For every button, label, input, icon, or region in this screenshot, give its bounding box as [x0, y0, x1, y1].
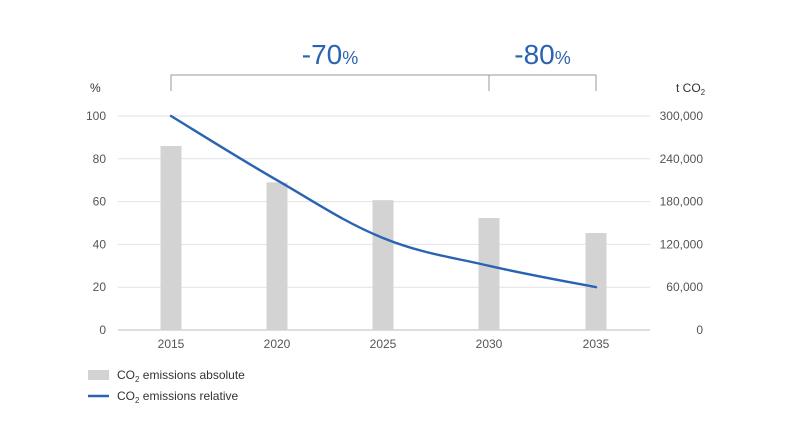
- left-tick-label: 40: [93, 237, 107, 251]
- left-tick-label: 60: [93, 195, 107, 209]
- right-tick-label: 300,000: [660, 109, 704, 123]
- bar-2025: [372, 200, 394, 330]
- reduction-bracket: [488, 74, 597, 91]
- x-tick-label: 2020: [264, 337, 291, 351]
- x-tick-label: 2025: [370, 337, 397, 351]
- right-tick-label: 180,000: [660, 195, 704, 209]
- bar-2020: [266, 182, 288, 330]
- right-axis-unit: t CO2: [676, 81, 706, 97]
- bar-2035: [585, 232, 607, 330]
- reduction-label: -80%: [514, 39, 570, 70]
- bar-2015: [160, 145, 182, 330]
- bar-series: [160, 145, 607, 330]
- right-tick-label: 0: [696, 323, 703, 337]
- right-tick-label: 240,000: [660, 152, 704, 166]
- left-tick-label: 80: [93, 152, 107, 166]
- bar-2030: [478, 218, 500, 330]
- left-tick-label: 100: [86, 109, 106, 123]
- reduction-label: -70%: [302, 39, 358, 70]
- right-tick-label: 120,000: [660, 237, 704, 251]
- legend-swatch-bar: [88, 370, 109, 380]
- left-axis-unit: %: [90, 81, 101, 95]
- x-tick-label: 2030: [476, 337, 503, 351]
- legend-label: CO2 emissions relative: [117, 389, 238, 405]
- line-series: [169, 114, 598, 289]
- legend-label: CO2 emissions absolute: [117, 368, 245, 384]
- relative-emissions-line: [169, 114, 598, 289]
- right-tick-label: 60,000: [666, 280, 703, 294]
- reduction-annotations: -70% -80%: [170, 39, 597, 91]
- left-tick-label: 0: [99, 323, 106, 337]
- axes: 0 20 40 60 80 100 0 60,000 120,000 180,000 240,000…: [86, 81, 706, 351]
- reduction-bracket: [170, 74, 490, 91]
- x-tick-label: 2035: [583, 337, 610, 351]
- left-tick-label: 20: [93, 280, 107, 294]
- x-tick-label: 2015: [158, 337, 185, 351]
- legend: CO2 emissions absolute CO2 emissions rela…: [88, 368, 245, 405]
